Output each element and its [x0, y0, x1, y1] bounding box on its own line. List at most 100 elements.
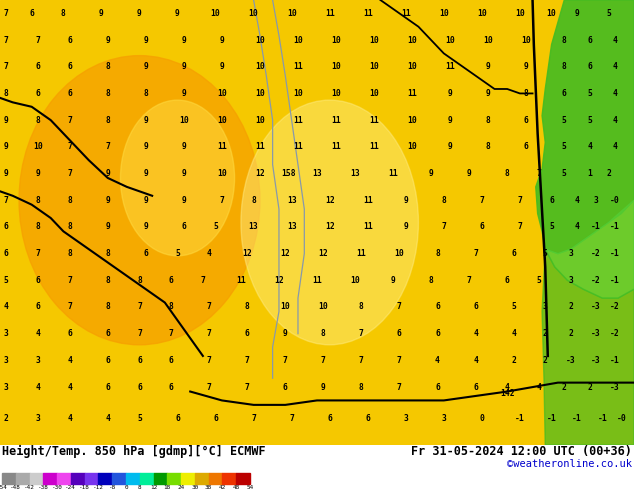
Text: 11: 11 — [217, 142, 227, 151]
Text: 6: 6 — [181, 222, 186, 231]
Text: 10: 10 — [293, 36, 303, 45]
Text: 10: 10 — [483, 36, 493, 45]
Text: 6: 6 — [473, 302, 478, 312]
Text: 7: 7 — [359, 356, 364, 365]
Text: 11: 11 — [325, 9, 335, 18]
Text: 11: 11 — [236, 276, 246, 285]
Text: 7: 7 — [289, 414, 294, 423]
Text: 8: 8 — [138, 485, 141, 490]
Text: 7: 7 — [479, 196, 484, 205]
Text: 8: 8 — [562, 36, 567, 45]
Bar — [236, 473, 250, 484]
Text: 10: 10 — [350, 276, 360, 285]
Text: 8: 8 — [441, 196, 446, 205]
Text: 13: 13 — [350, 169, 360, 178]
Text: 11: 11 — [331, 142, 341, 151]
Text: 7: 7 — [536, 169, 541, 178]
Text: -1: -1 — [547, 414, 557, 423]
Text: 8: 8 — [359, 383, 364, 392]
Bar — [16, 473, 30, 484]
Text: 7: 7 — [321, 356, 326, 365]
Text: 8: 8 — [143, 89, 148, 98]
Text: 7: 7 — [207, 329, 212, 338]
Text: 9: 9 — [181, 169, 186, 178]
Text: 10: 10 — [331, 62, 341, 71]
Text: 10: 10 — [293, 89, 303, 98]
Text: 10: 10 — [331, 89, 341, 98]
Text: 8: 8 — [105, 276, 110, 285]
Text: 6: 6 — [175, 414, 180, 423]
Text: 7: 7 — [397, 383, 402, 392]
Text: 8: 8 — [105, 116, 110, 124]
Text: 10: 10 — [407, 62, 417, 71]
Text: 5: 5 — [175, 249, 180, 258]
Text: 4: 4 — [67, 356, 72, 365]
Text: 6: 6 — [435, 302, 440, 312]
Text: 7: 7 — [36, 36, 41, 45]
Bar — [71, 473, 85, 484]
Text: 8: 8 — [67, 249, 72, 258]
Bar — [126, 473, 139, 484]
Text: 7: 7 — [67, 142, 72, 151]
Ellipse shape — [241, 100, 418, 345]
Text: 11: 11 — [401, 9, 411, 18]
Text: Height/Temp. 850 hPa [gdmp][°C] ECMWF: Height/Temp. 850 hPa [gdmp][°C] ECMWF — [2, 445, 266, 458]
Text: 9: 9 — [143, 222, 148, 231]
Text: 7: 7 — [137, 302, 142, 312]
Text: 6: 6 — [36, 302, 41, 312]
Text: 3: 3 — [4, 383, 9, 392]
Text: 1: 1 — [587, 169, 592, 178]
Text: 9: 9 — [448, 142, 453, 151]
Text: 6: 6 — [327, 414, 332, 423]
Text: 9: 9 — [321, 383, 326, 392]
Bar — [85, 473, 98, 484]
Text: -2: -2 — [610, 329, 620, 338]
Text: 6: 6 — [473, 383, 478, 392]
Text: 4: 4 — [574, 196, 579, 205]
Text: 7: 7 — [137, 329, 142, 338]
Text: 10: 10 — [210, 9, 221, 18]
Text: 2: 2 — [568, 302, 573, 312]
Text: -3: -3 — [610, 383, 620, 392]
Text: 3: 3 — [36, 414, 41, 423]
Text: -1: -1 — [515, 414, 525, 423]
Text: 5: 5 — [549, 222, 554, 231]
Text: 11: 11 — [331, 116, 341, 124]
Text: 7: 7 — [105, 142, 110, 151]
Text: 2: 2 — [543, 356, 548, 365]
Text: 24: 24 — [178, 485, 184, 490]
Text: 4: 4 — [105, 414, 110, 423]
Text: 8: 8 — [359, 302, 364, 312]
Text: 9: 9 — [4, 142, 9, 151]
Text: 8: 8 — [435, 249, 440, 258]
Text: 11: 11 — [363, 9, 373, 18]
Text: 9: 9 — [448, 89, 453, 98]
Text: 7: 7 — [4, 9, 9, 18]
Text: 9: 9 — [283, 329, 288, 338]
Text: 5: 5 — [587, 89, 592, 98]
Text: 6: 6 — [105, 356, 110, 365]
Text: 10: 10 — [287, 9, 297, 18]
Text: 10: 10 — [515, 9, 525, 18]
Text: 6: 6 — [587, 36, 592, 45]
Text: 7: 7 — [4, 36, 9, 45]
Text: 8: 8 — [524, 89, 529, 98]
Text: -0: -0 — [610, 196, 620, 205]
Text: 9: 9 — [99, 9, 104, 18]
Text: 10: 10 — [255, 36, 265, 45]
Text: 9: 9 — [143, 116, 148, 124]
Text: 4: 4 — [574, 222, 579, 231]
Text: 11: 11 — [293, 142, 303, 151]
Text: 11: 11 — [407, 89, 417, 98]
Text: 48: 48 — [233, 485, 240, 490]
Text: 13: 13 — [312, 169, 322, 178]
Text: 7: 7 — [517, 196, 522, 205]
Text: 10: 10 — [217, 89, 227, 98]
Text: 12: 12 — [274, 276, 284, 285]
Text: -1: -1 — [610, 249, 620, 258]
Polygon shape — [542, 249, 634, 445]
Text: 6: 6 — [36, 89, 41, 98]
Text: 10: 10 — [331, 36, 341, 45]
Text: 9: 9 — [219, 36, 224, 45]
Text: 6: 6 — [169, 383, 174, 392]
